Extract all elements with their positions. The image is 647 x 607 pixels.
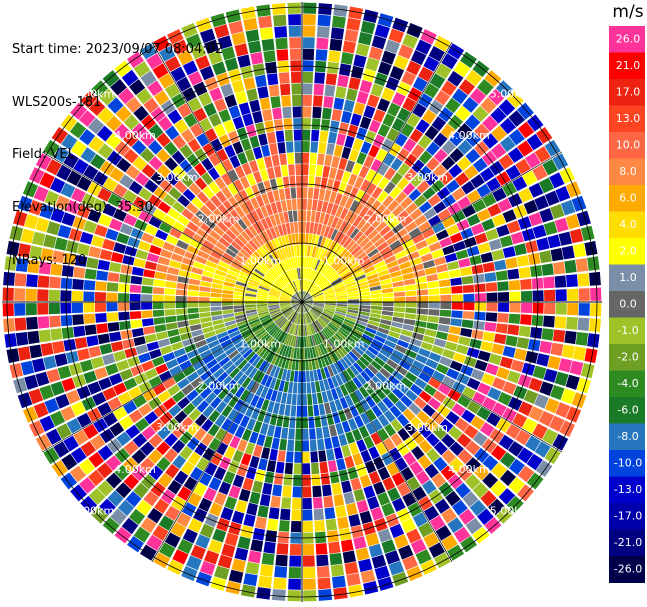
colorbar-swatch <box>609 423 645 451</box>
range-ring-label: 4.00km <box>448 463 490 476</box>
range-ring-label: 2.00km <box>198 379 240 392</box>
colorbar-swatch <box>609 291 645 318</box>
colorbar-tick-label: 6.0 <box>619 192 637 205</box>
colorbar-tick-label: -30.0 <box>614 589 642 602</box>
colorbar-swatch <box>609 79 645 106</box>
range-ring-label: 3.00km <box>156 171 198 184</box>
range-ring-label: 2.00km <box>365 379 407 392</box>
colorbar-tick-label: 4.0 <box>619 218 637 231</box>
colorbar-tick-label: -10.0 <box>614 457 642 470</box>
azimuth-spoke <box>151 42 303 303</box>
colorbar-tick-label: -17.0 <box>614 510 642 523</box>
nrays-label: NRays: 120 <box>12 253 87 268</box>
colorbar-tick-label: -1.0 <box>617 324 638 337</box>
range-ring-label: 5.00km <box>73 505 115 518</box>
azimuth-spoke <box>42 301 303 453</box>
colorbar-swatch <box>609 556 645 583</box>
range-ring-labels: 1.00km 1.00km 1.00km 1.00km 2.00km 2.00km 2.00… <box>73 87 532 517</box>
colorbar-swatch <box>609 52 645 80</box>
range-ring-label: 4.00km <box>448 129 490 142</box>
colorbar-swatch <box>609 238 645 265</box>
colorbar-tick-label: 2.0 <box>619 245 637 258</box>
elevation-label: Elevation(deg): 35.30 <box>12 199 153 215</box>
colorbar-swatch <box>609 476 645 504</box>
colorbar-tick-label: 13.0 <box>616 112 641 125</box>
range-ring-label: 4.00km <box>114 129 156 142</box>
colorbar-swatch <box>609 185 645 212</box>
azimuth-spoke <box>301 301 562 453</box>
colorbar-swatch <box>609 26 645 53</box>
range-ring-label: 5.00km <box>73 87 115 100</box>
colorbar-tick-label: -4.0 <box>617 377 638 390</box>
range-ring-label: 3.00km <box>156 421 198 434</box>
range-ring-label: 5.00km <box>490 505 532 518</box>
colorbar-swatch <box>609 132 645 159</box>
colorbar-tick-label: 17.0 <box>616 86 641 99</box>
colorbar-swatch <box>609 397 645 424</box>
azimuth-spoke <box>301 42 453 303</box>
colorbar-tick-label: -6.0 <box>617 404 638 417</box>
azimuth-spoke <box>301 301 453 562</box>
colorbar-swatch <box>609 344 645 371</box>
colorbar-tick-label: -8.0 <box>617 430 638 443</box>
azimuth-spoke <box>42 151 303 303</box>
colorbar-tick-label: -21.0 <box>614 536 642 549</box>
range-ring-label: 5.00km <box>490 87 532 100</box>
range-ring-label: 4.00km <box>114 463 156 476</box>
range-rings <box>2 2 602 602</box>
velocity-gates <box>2 2 602 602</box>
range-ring-label: 2.00km <box>198 213 240 226</box>
colorbar-tick-label: 10.0 <box>616 139 641 152</box>
colorbar-tick-label: -26.0 <box>614 563 642 576</box>
colorbar-tick-label: 8.0 <box>619 165 637 178</box>
azimuth-spoke <box>301 151 562 303</box>
colorbar-swatch <box>609 370 645 398</box>
colorbar-swatch <box>609 264 645 292</box>
range-ring-label: 1.00km <box>323 338 365 351</box>
colorbar-tick-label: -13.0 <box>614 483 642 496</box>
colorbar-tick-label: 21.0 <box>616 59 641 72</box>
colorbar-swatch <box>609 158 645 186</box>
instrument-label: WLS200s-181 <box>12 94 102 110</box>
colorbar-tick-label: 26.0 <box>616 33 641 46</box>
range-ring-label: 1.00km <box>240 338 282 351</box>
start-time-label: Start time: 2023/09/07 08:04:02 <box>12 42 224 57</box>
ppi-plot: 1.00km 1.00km 1.00km 1.00km 2.00km 2.00km 2.00… <box>2 2 602 602</box>
range-ring-label: 3.00km <box>406 171 448 184</box>
range-ring-label: 1.00km <box>323 254 365 267</box>
colorbar-swatch <box>609 211 645 239</box>
metadata-panel: Start time: 2023/09/07 08:04:02 WLS200s-… <box>12 6 223 287</box>
range-ring-label: 1.00km <box>240 254 282 267</box>
colorbar-tick-label: 0.0 <box>619 298 637 311</box>
colorbar-swatch <box>609 529 645 557</box>
colorbar-swatch <box>609 105 645 133</box>
colorbar-swatch <box>609 317 645 345</box>
range-ring-label: 3.00km <box>406 421 448 434</box>
colorbar-swatch <box>609 450 645 477</box>
colorbar-tick-label: -2.0 <box>617 351 638 364</box>
colorbar-tick-label: 1.0 <box>619 271 637 284</box>
field-label: Field: VEL <box>12 147 75 162</box>
colorbar-swatch <box>609 503 645 530</box>
azimuth-spoke <box>151 301 303 562</box>
range-ring-label: 2.00km <box>365 213 407 226</box>
colorbar-unit: m/s <box>612 2 643 22</box>
